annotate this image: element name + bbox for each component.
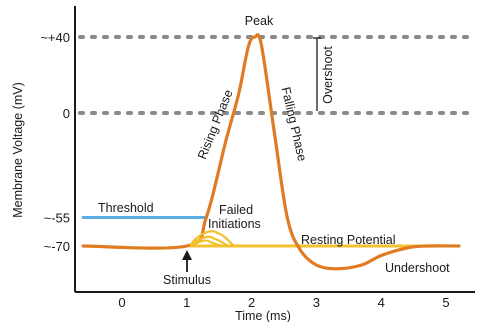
stimulus-label: Stimulus (163, 273, 211, 287)
y-tick-labels: ~+40 0 ~-55 ~-70 (40, 30, 70, 254)
x-tick-label-2: 2 (248, 295, 255, 310)
failed-arc-0 (189, 230, 236, 248)
threshold-label: Threshold (98, 201, 154, 215)
failed-initiation-arcs (189, 230, 236, 248)
x-tick-labels: 0 1 2 3 4 5 (118, 295, 449, 310)
y-axis-label: Membrane Voltage (mV) (11, 82, 25, 217)
series-group (81, 33, 461, 271)
overshoot-label: Overshoot (321, 46, 335, 104)
failed-arc-1 (189, 235, 230, 248)
x-axis-label: Time (ms) (235, 309, 291, 322)
undershoot-label: Undershoot (385, 261, 450, 275)
x-tick-label-0: 0 (118, 295, 125, 310)
x-tick-label-1: 1 (183, 295, 190, 310)
y-tick-label-3: ~-70 (44, 239, 70, 254)
reference-lines (78, 35, 472, 115)
failed-arc-2 (189, 239, 223, 248)
peak-label: Peak (245, 14, 274, 28)
falling-phase-label: Falling Phase (279, 86, 310, 163)
stimulus-arrowhead (182, 250, 192, 260)
failed-label: Failed (219, 203, 253, 217)
x-tick-label-4: 4 (378, 295, 385, 310)
resting-potential-label: Resting Potential (301, 233, 396, 247)
y-tick-label-0: ~+40 (40, 30, 70, 45)
x-tick-label-3: 3 (313, 295, 320, 310)
series-line-0 (81, 33, 461, 271)
x-tick-label-5: 5 (442, 295, 449, 310)
y-tick-label-1: 0 (63, 106, 70, 121)
y-tick-label-2: ~-55 (44, 211, 70, 226)
initiations-label: Initiations (208, 217, 261, 231)
